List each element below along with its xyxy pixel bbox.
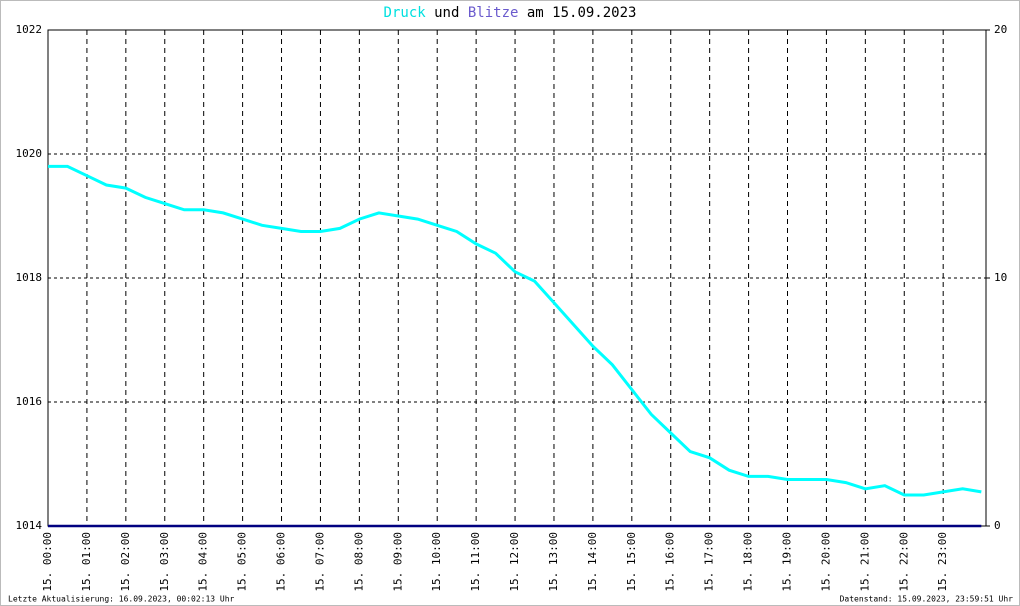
x-tick-label: 15. 14:00 — [586, 532, 599, 592]
x-tick-label: 15. 18:00 — [742, 532, 755, 592]
y2-tick-label: 0 — [994, 519, 1001, 532]
x-tick-label: 15. 13:00 — [547, 532, 560, 592]
x-tick-label: 15. 00:00 — [41, 532, 54, 592]
x-tick-label: 15. 19:00 — [781, 532, 794, 592]
footer-right: Datenstand: 15.09.2023, 23:59:51 Uhr — [840, 595, 1014, 604]
x-tick-label: 15. 15:00 — [625, 532, 638, 592]
x-tick-label: 15. 01:00 — [80, 532, 93, 592]
x-tick-label: 15. 08:00 — [352, 532, 365, 592]
x-tick-label: 15. 03:00 — [158, 532, 171, 592]
x-tick-label: 15. 07:00 — [313, 532, 326, 592]
footer-left: Letzte Aktualisierung: 16.09.2023, 00:02… — [8, 595, 235, 604]
chart-title: Druck und Blitze am 15.09.2023 — [384, 5, 637, 21]
x-tick-label: 15. 16:00 — [664, 532, 677, 592]
x-tick-label: 15. 20:00 — [819, 532, 832, 592]
y-tick-label: 1014 — [16, 519, 43, 532]
y2-tick-label: 10 — [994, 271, 1007, 284]
x-tick-label: 15. 23:00 — [936, 532, 949, 592]
x-tick-label: 15. 17:00 — [703, 532, 716, 592]
title-druck: Druck — [384, 5, 427, 21]
title-blitze: Blitze — [468, 5, 519, 21]
y2-tick-label: 20 — [994, 23, 1007, 36]
x-tick-label: 15. 11:00 — [469, 532, 482, 592]
series-line — [48, 164, 982, 497]
y-tick-label: 1018 — [16, 271, 43, 284]
x-tick-label: 15. 05:00 — [236, 532, 249, 592]
x-tick-label: 15. 21:00 — [858, 532, 871, 592]
x-tick-label: 15. 12:00 — [508, 532, 521, 592]
x-tick-label: 15. 04:00 — [197, 532, 210, 592]
x-tick-label: 15. 02:00 — [119, 532, 132, 592]
x-tick-label: 15. 06:00 — [275, 532, 288, 592]
y-tick-label: 1022 — [16, 23, 43, 36]
title-suffix: am 15.09.2023 — [527, 5, 637, 21]
y-tick-label: 1016 — [16, 395, 43, 408]
y-tick-label: 1020 — [16, 147, 43, 160]
x-tick-label: 15. 10:00 — [430, 532, 443, 592]
x-tick-label: 15. 22:00 — [897, 532, 910, 592]
title-joiner: und — [434, 5, 459, 21]
x-tick-label: 15. 09:00 — [391, 532, 404, 592]
